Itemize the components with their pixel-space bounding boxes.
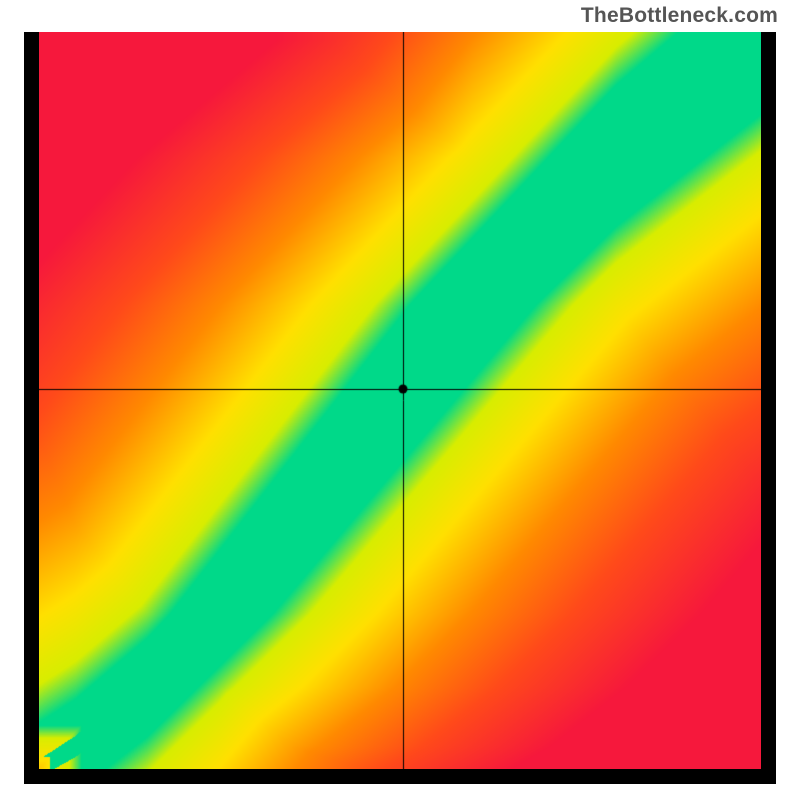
plot-frame: [24, 32, 776, 784]
bottleneck-heatmap: [39, 32, 761, 769]
heatmap-container: [39, 32, 761, 769]
attribution-text: TheBottleneck.com: [581, 4, 778, 28]
